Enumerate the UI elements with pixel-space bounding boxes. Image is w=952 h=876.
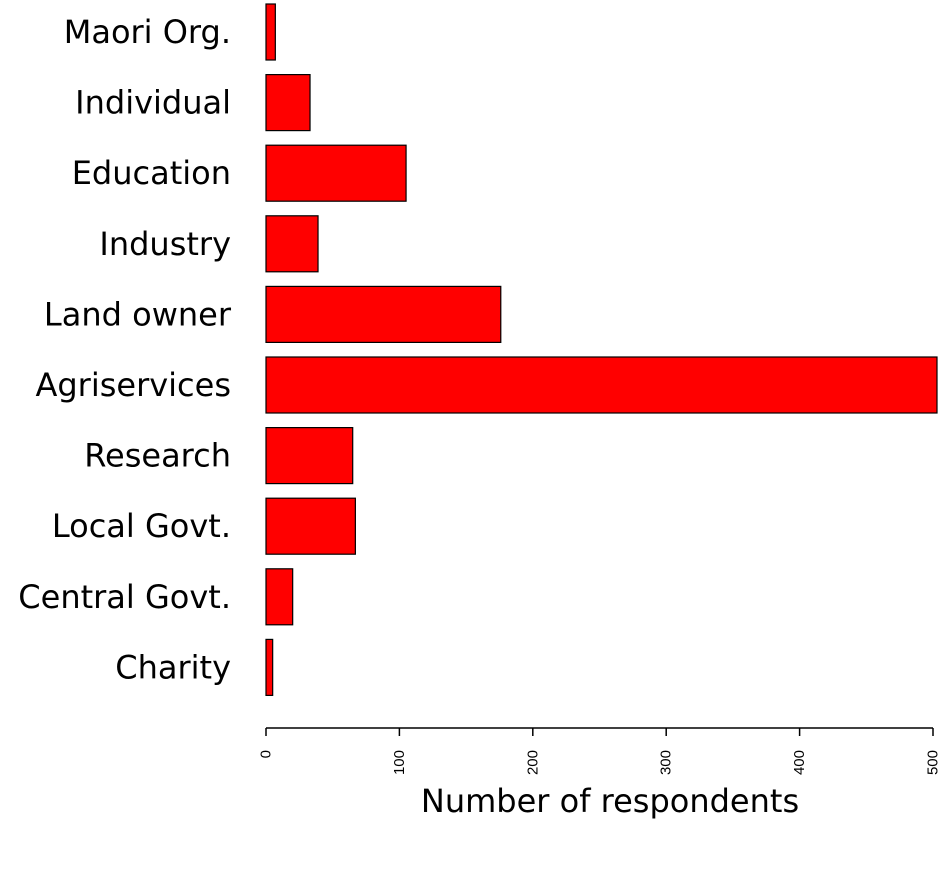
bar-maori-org <box>265 3 276 61</box>
category-label: Industry <box>99 225 231 263</box>
bar-industry <box>265 215 319 273</box>
category-label: Individual <box>75 84 231 122</box>
category-label: Agriservices <box>35 366 231 404</box>
x-tick-label: 0 <box>258 750 275 758</box>
category-labels: Maori Org. Individual Education Industry Lan… <box>18 13 232 686</box>
bars-group <box>265 3 938 697</box>
bar-individual <box>265 73 311 132</box>
bar-charity <box>265 638 274 697</box>
category-label: Local Govt. <box>52 507 231 545</box>
x-axis: 0 100 200 300 400 500 <box>258 727 942 775</box>
bar-central-govt <box>265 568 294 626</box>
x-tick-label: 200 <box>524 750 541 775</box>
bar-land-owner <box>265 285 502 343</box>
bar-education <box>265 144 407 202</box>
x-tick-label: 100 <box>391 750 408 775</box>
category-label: Maori Org. <box>64 13 231 51</box>
category-label: Land owner <box>44 295 232 333</box>
bar-local-govt <box>265 497 356 555</box>
x-tick-label: 300 <box>658 750 675 775</box>
x-tick-label: 500 <box>925 750 942 775</box>
category-label: Education <box>72 154 231 192</box>
x-tick-label: 400 <box>791 750 808 775</box>
bar-research <box>265 427 354 485</box>
x-axis-title: Number of respondents <box>421 782 799 820</box>
category-label: Central Govt. <box>18 578 231 616</box>
bar-agriservices <box>265 356 938 414</box>
category-label: Research <box>84 437 231 475</box>
category-label: Charity <box>115 648 231 686</box>
